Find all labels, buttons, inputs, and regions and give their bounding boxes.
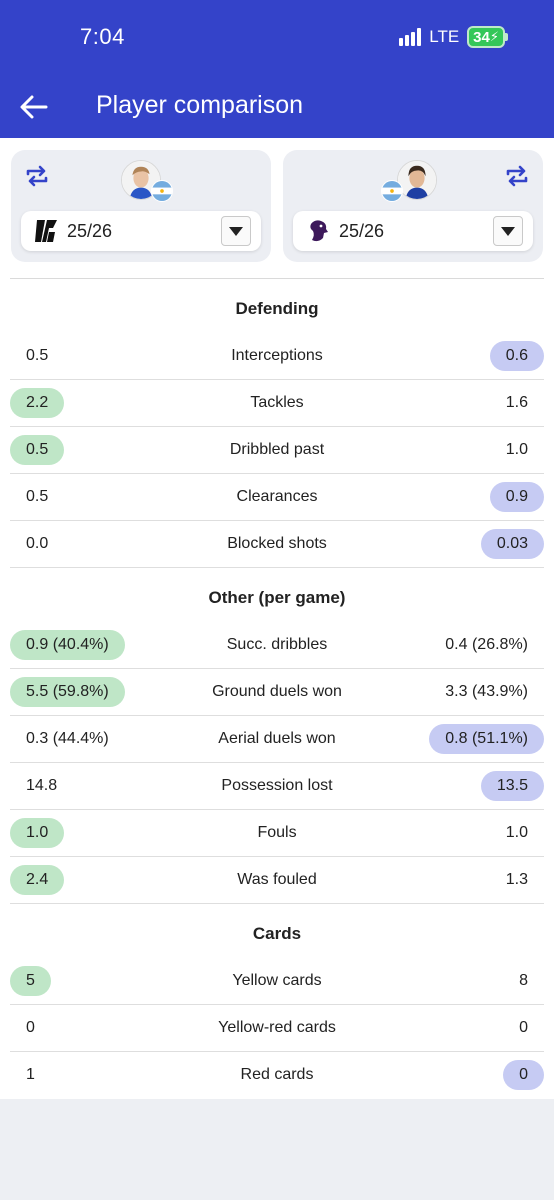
stat-value-left: 5 — [10, 966, 51, 996]
stat-value-right: 13.5 — [480, 771, 544, 801]
stat-value-left: 14.8 — [26, 777, 58, 794]
battery-icon: 34 ⚡ — [467, 26, 508, 48]
argentina-flag-icon — [151, 180, 173, 202]
stat-row: Fouls 1.0 1.0 — [10, 810, 544, 857]
season-select-right[interactable]: 25/26 — [293, 211, 533, 251]
stat-row: Ground duels won 5.5 (59.8%) 3.3 (43.9%) — [10, 669, 544, 716]
player-avatar-group[interactable] — [121, 160, 177, 202]
stat-label: Yellow-red cards — [218, 1019, 336, 1036]
stat-row: Yellow cards 5 8 — [10, 958, 544, 1005]
stat-value-left: 5.5 (59.8%) — [10, 677, 125, 707]
stat-value-right: 0.6 — [489, 341, 544, 371]
stat-label: Fouls — [257, 824, 297, 841]
status-icons: LTE 34 ⚡ — [399, 26, 508, 48]
player-selector-area: 25/26 — [0, 138, 554, 272]
stat-row: Yellow-red cards 0 0 — [10, 1005, 544, 1052]
stat-label: Clearances — [236, 488, 318, 505]
premier-league-logo-icon — [310, 220, 328, 242]
stat-value-left: 0 — [26, 1019, 35, 1036]
stat-value-right: 8 — [519, 972, 528, 989]
status-time: 7:04 — [80, 24, 125, 49]
stat-label: Dribbled past — [229, 441, 325, 458]
stat-label: Interceptions — [231, 347, 323, 364]
stat-value-right: 1.6 — [505, 394, 528, 411]
chevron-down-icon[interactable] — [221, 216, 251, 246]
stat-value-left: 0.5 — [26, 347, 49, 364]
stat-value-right: 1.3 — [505, 871, 528, 888]
network-type: LTE — [429, 27, 460, 46]
divider — [10, 278, 544, 279]
player-avatar-group[interactable] — [381, 160, 437, 202]
stat-value-right: 0.8 (51.1%) — [429, 724, 544, 754]
player-card-right: 25/26 — [283, 150, 543, 262]
ligue-1-logo-icon — [35, 220, 57, 242]
swap-player-icon[interactable] — [503, 162, 531, 190]
season-value: 25/26 — [67, 221, 113, 241]
stat-value-left: 0.5 — [26, 488, 49, 505]
stat-label: Possession lost — [221, 777, 333, 794]
stat-row: Clearances 0.5 0.9 — [10, 474, 544, 521]
stat-value-right: 0.4 (26.8%) — [445, 636, 528, 653]
stat-value-right: 1.0 — [505, 441, 528, 458]
back-arrow-icon[interactable] — [18, 92, 50, 122]
stat-value-right: 0.03 — [480, 529, 544, 559]
section-title: Cards — [252, 924, 302, 943]
stat-label: Tackles — [250, 394, 304, 411]
chevron-down-icon[interactable] — [493, 216, 523, 246]
stat-value-left: 0.0 — [26, 535, 49, 552]
stat-label: Yellow cards — [232, 972, 322, 989]
player-avatar — [397, 160, 437, 200]
battery-level: 34 — [473, 28, 490, 46]
stat-label: Ground duels won — [212, 683, 342, 700]
page-title: Player comparison — [96, 91, 304, 119]
stat-row: Dribbled past 0.5 1.0 — [10, 427, 544, 474]
stat-value-right: 3.3 (43.9%) — [445, 683, 528, 700]
stat-value-left: 2.4 — [10, 865, 65, 895]
stat-value-left: 0.5 — [10, 435, 65, 465]
stat-row: Tackles 2.2 1.6 — [10, 380, 544, 427]
stat-value-right: 0.9 — [489, 482, 544, 512]
stat-value-left: 0.3 (44.4%) — [26, 730, 109, 747]
stat-row: Red cards 1 0 — [10, 1052, 544, 1099]
stat-label: Was fouled — [237, 871, 317, 888]
stat-row: Possession lost 14.8 13.5 — [10, 763, 544, 810]
stat-value-left: 2.2 — [10, 388, 65, 418]
stat-value-right: 1.0 — [505, 824, 528, 841]
stat-label: Succ. dribbles — [226, 636, 328, 653]
swap-player-icon[interactable] — [23, 162, 51, 190]
stat-row: Blocked shots 0.0 0.03 — [10, 521, 544, 568]
stat-row: Interceptions 0.5 0.6 — [10, 333, 544, 380]
stat-row: Aerial duels won 0.3 (44.4%) 0.8 (51.1%) — [10, 716, 544, 763]
player-avatar — [121, 160, 161, 200]
stat-row: Succ. dribbles 0.9 (40.4%) 0.4 (26.8%) — [10, 622, 544, 669]
app-header: 7:04 LTE 34 ⚡ Player comparison — [0, 0, 554, 138]
stat-value-left: 0.9 (40.4%) — [10, 630, 125, 660]
stat-label: Red cards — [240, 1066, 314, 1083]
stat-value-right: 0 — [503, 1060, 544, 1090]
stat-value-left: 1 — [26, 1066, 35, 1083]
stat-label: Aerial duels won — [218, 730, 336, 747]
stat-value-right: 0 — [519, 1019, 528, 1036]
stat-row: Was fouled 2.4 1.3 — [10, 857, 544, 904]
stats-list: Defending Interceptions 0.5 0.6 Tackles 2.2 1.… — [0, 272, 554, 1099]
argentina-flag-icon — [381, 180, 403, 202]
section-title: Other (per game) — [208, 588, 346, 607]
section-title: Defending — [235, 299, 319, 318]
signal-icon — [399, 28, 422, 46]
player-card-left: 25/26 — [11, 150, 271, 262]
stat-value-left: 1.0 — [10, 818, 65, 848]
season-select-left[interactable]: 25/26 — [21, 211, 261, 251]
season-value: 25/26 — [339, 221, 385, 241]
stat-label: Blocked shots — [227, 535, 327, 552]
